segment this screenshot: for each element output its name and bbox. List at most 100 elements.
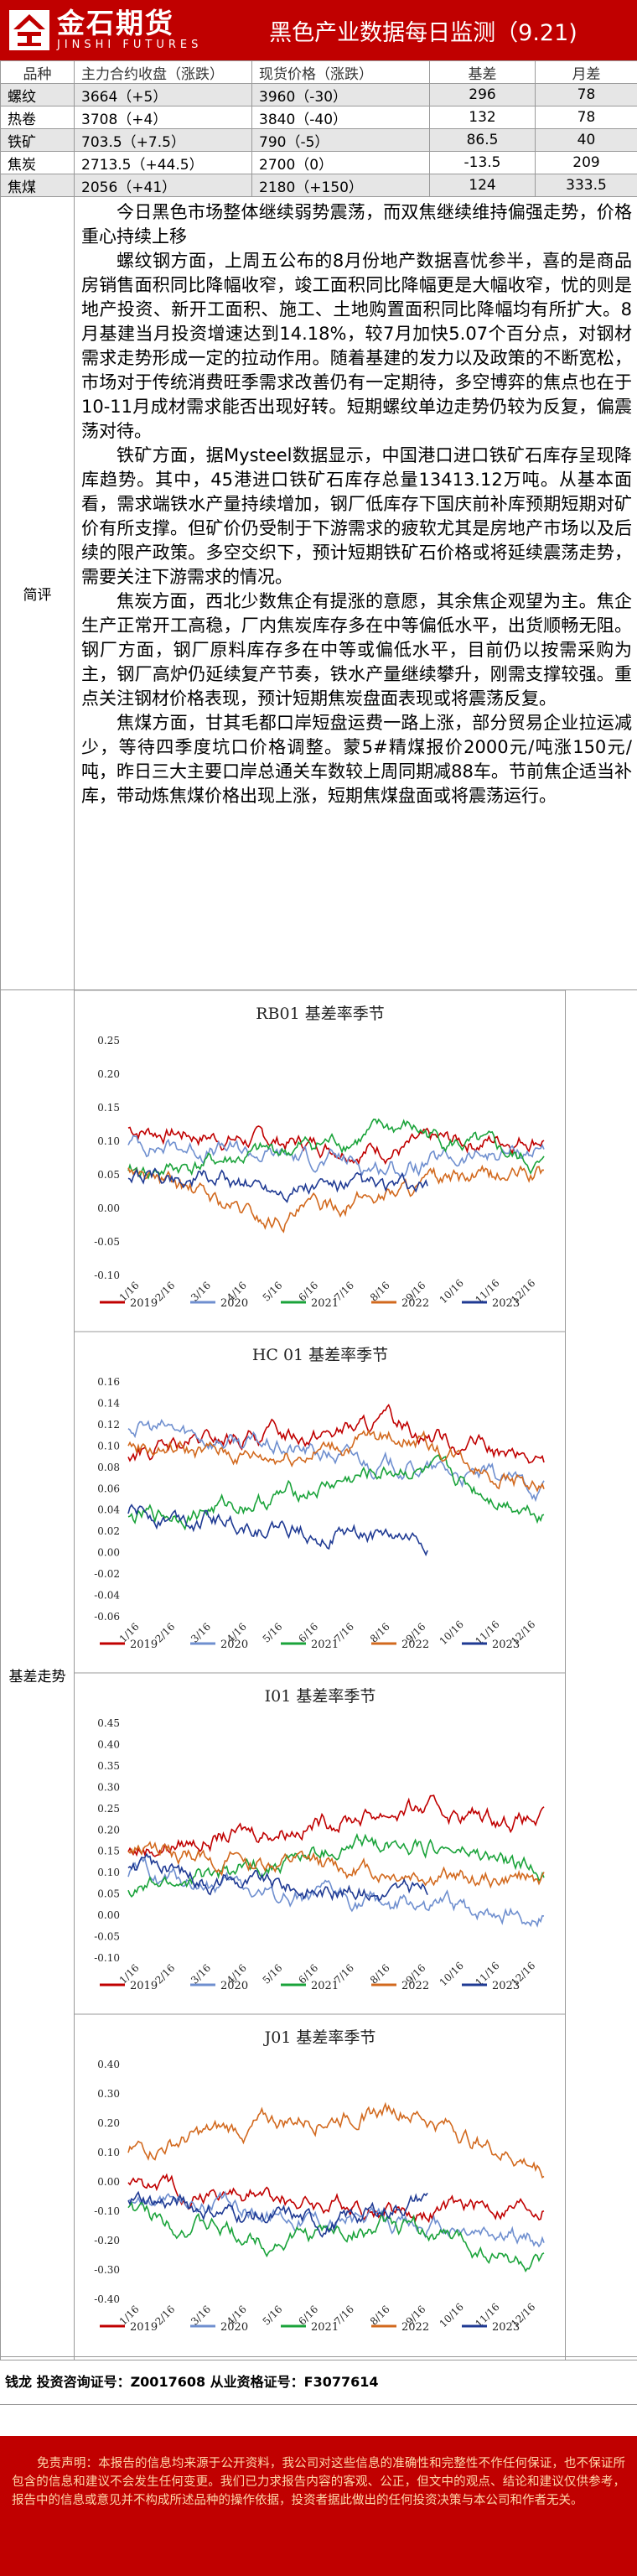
summary-section: 简评 今日黑色市场整体继续弱势震荡，而双焦继续维持偏强走势，价格重心持续上移 螺…	[0, 196, 637, 990]
spread-value: 78	[535, 106, 637, 129]
x-tick-label: 3/16	[189, 1280, 213, 1304]
spot-price: 2700（0）	[251, 151, 430, 174]
y-tick-label: 0.04	[97, 1504, 120, 1516]
x-tick-label: 5/16	[261, 1280, 285, 1304]
chart-title: J01 基差率季节	[263, 2028, 376, 2047]
logo-english-name: JINSHI FUTURES	[57, 39, 203, 51]
x-tick-label: 5/16	[261, 2303, 285, 2328]
i01-chart: I01 基差率季节 0.45 0.40 0.35 0.30 0.25 0.20 0.15 0.1…	[75, 1672, 565, 1992]
table-row: 焦煤 2056（+41） 2180（+150） 124 333.5	[0, 174, 637, 197]
row-name: 螺纹	[0, 83, 75, 106]
legend-label: 2021	[311, 1980, 339, 1992]
legend-label: 2020	[220, 1297, 248, 1310]
y-tick-label: -0.10	[94, 1952, 120, 1964]
x-tick-label: 3/16	[189, 2303, 213, 2328]
spot-price: 2180（+150）	[251, 174, 430, 197]
x-tick-label: 10/16	[438, 2301, 466, 2329]
close-price: 703.5（+7.5）	[74, 128, 252, 152]
x-tick-label: 3/16	[189, 1621, 213, 1645]
legend-label: 2023	[492, 1980, 520, 1992]
summary-paragraph: 焦炭方面，西北少数焦企有提涨的意愿，其余焦企观望为主。焦企生产正常开工高稳，厂内…	[81, 591, 632, 709]
spread-value: 40	[535, 128, 637, 152]
spot-price: 3840（-40）	[251, 106, 430, 129]
y-tick-label: 0.08	[97, 1462, 120, 1473]
close-price: 2056（+41）	[74, 174, 252, 197]
legend-label: 2019	[130, 1297, 158, 1310]
y-tick-label: 0.10	[97, 1440, 120, 1452]
column-header: 现货价格（涨跌）	[251, 60, 430, 84]
legend-label: 2022	[401, 1639, 429, 1651]
series-line-2019	[127, 1403, 545, 1464]
spot-price: 3960（-30）	[251, 83, 430, 106]
y-tick-label: -0.05	[94, 1236, 120, 1248]
y-tick-label: 0.00	[97, 1909, 120, 1921]
row-name: 热卷	[0, 106, 75, 129]
basis-charts-canvas: RB01 基差率季节 0.25 0.20 0.15 0.10 0.05 0.00 -0.05 -…	[75, 1005, 565, 2334]
series-line-2021	[127, 1832, 545, 1898]
row-name: 焦炭	[0, 151, 75, 174]
logo-chinese-name: 金石期货	[57, 7, 174, 39]
x-tick-label: 8/16	[368, 1962, 392, 1987]
legend-label: 2021	[311, 2321, 339, 2334]
y-tick-label: 0.40	[97, 2059, 120, 2070]
x-tick-label: 8/16	[368, 1621, 392, 1645]
y-tick-label: -0.02	[94, 1568, 120, 1580]
y-tick-label: 0.05	[97, 1888, 120, 1900]
close-price: 3708（+4）	[74, 106, 252, 129]
column-header: 月差	[535, 60, 637, 84]
x-tick-label: 10/16	[438, 1960, 466, 1988]
series-line-2020	[127, 1135, 545, 1179]
y-tick-label: 0.15	[97, 1846, 120, 1857]
y-tick-label: 0.06	[97, 1483, 120, 1494]
x-tick-label: 3/16	[189, 1962, 213, 1987]
summary-paragraph: 铁矿方面，据Mysteel数据显示，中国港口进口铁矿石库存呈现降库趋势。其中，4…	[81, 445, 632, 587]
analyst-signature: 钱龙 投资咨询证号：Z0017608 从业资格证号：F3077614	[0, 2356, 637, 2405]
legend-label: 2019	[130, 1639, 158, 1651]
legend-label: 2022	[401, 2321, 429, 2334]
y-tick-label: 0.12	[97, 1419, 120, 1431]
spread-value: 209	[535, 151, 637, 174]
y-tick-label: 0.16	[97, 1376, 120, 1388]
series-line-2022	[127, 2101, 545, 2179]
y-tick-label: 0.00	[97, 1202, 120, 1214]
y-tick-label: 0.25	[97, 1803, 120, 1815]
basis-value: 86.5	[429, 128, 536, 152]
legend-label: 2022	[401, 1980, 429, 1992]
x-tick-label: 10/16	[438, 1277, 466, 1306]
x-tick-label: 8/16	[368, 1280, 392, 1304]
chart-title: RB01 基差率季节	[256, 1005, 385, 1023]
x-tick-label: 5/16	[261, 1621, 285, 1645]
table-row: 螺纹 3664（+5） 3960（-30） 296 78	[0, 83, 637, 106]
summary-paragraph: 今日黑色市场整体继续弱势震荡，而双焦继续维持偏强走势，价格重心持续上移	[81, 202, 632, 247]
x-tick-label: 5/16	[261, 1962, 285, 1987]
series-line-2021	[127, 2200, 545, 2272]
y-tick-label: 0.10	[97, 1135, 120, 1147]
page-title: 黑色产业数据每日监测（9.21)	[269, 19, 577, 46]
table-row: 热卷 3708（+4） 3840（-40） 132 78	[0, 106, 637, 129]
series-line-2023	[127, 1167, 428, 1203]
legend-label: 2021	[311, 1639, 339, 1651]
y-tick-label: 0.02	[97, 1525, 120, 1537]
summary-paragraph: 螺纹钢方面，上周五公布的8月份地产数据喜忧参半，喜的是商品房销售面积同比降幅收窄…	[81, 251, 632, 441]
basis-value: 132	[429, 106, 536, 129]
y-tick-label: 0.20	[97, 1068, 120, 1080]
y-tick-label: 0.20	[97, 2117, 120, 2129]
blank-column	[565, 989, 637, 2360]
series-line-2019	[127, 1794, 545, 1857]
y-tick-label: 0.25	[97, 1035, 120, 1046]
table-row: 铁矿 703.5（+7.5） 790（-5） 86.5 40	[0, 128, 637, 152]
legend-label: 2019	[130, 2321, 158, 2334]
table-header-row: 品种 主力合约收盘（涨跌） 现货价格（涨跌） 基差 月差	[0, 60, 637, 84]
close-price: 3664（+5）	[74, 83, 252, 106]
hc01-chart: HC 01 基差率季节 0.16 0.14 0.12 0.10 0.08 0.06 0.04 0…	[75, 1331, 565, 1651]
y-tick-label: -0.10	[94, 1270, 120, 1281]
row-name: 焦煤	[0, 174, 75, 197]
column-header: 主力合约收盘（涨跌）	[74, 60, 252, 84]
y-tick-label: -0.05	[94, 1931, 120, 1943]
series-line-2023	[127, 1504, 428, 1557]
y-tick-label: 0.05	[97, 1169, 120, 1181]
rb01-chart: RB01 基差率季节 0.25 0.20 0.15 0.10 0.05 0.00 -0.05 -…	[94, 1005, 545, 1310]
y-tick-label: -0.06	[94, 1611, 120, 1623]
x-tick-label: 8/16	[368, 2303, 392, 2328]
series-line-2021	[127, 1453, 545, 1531]
